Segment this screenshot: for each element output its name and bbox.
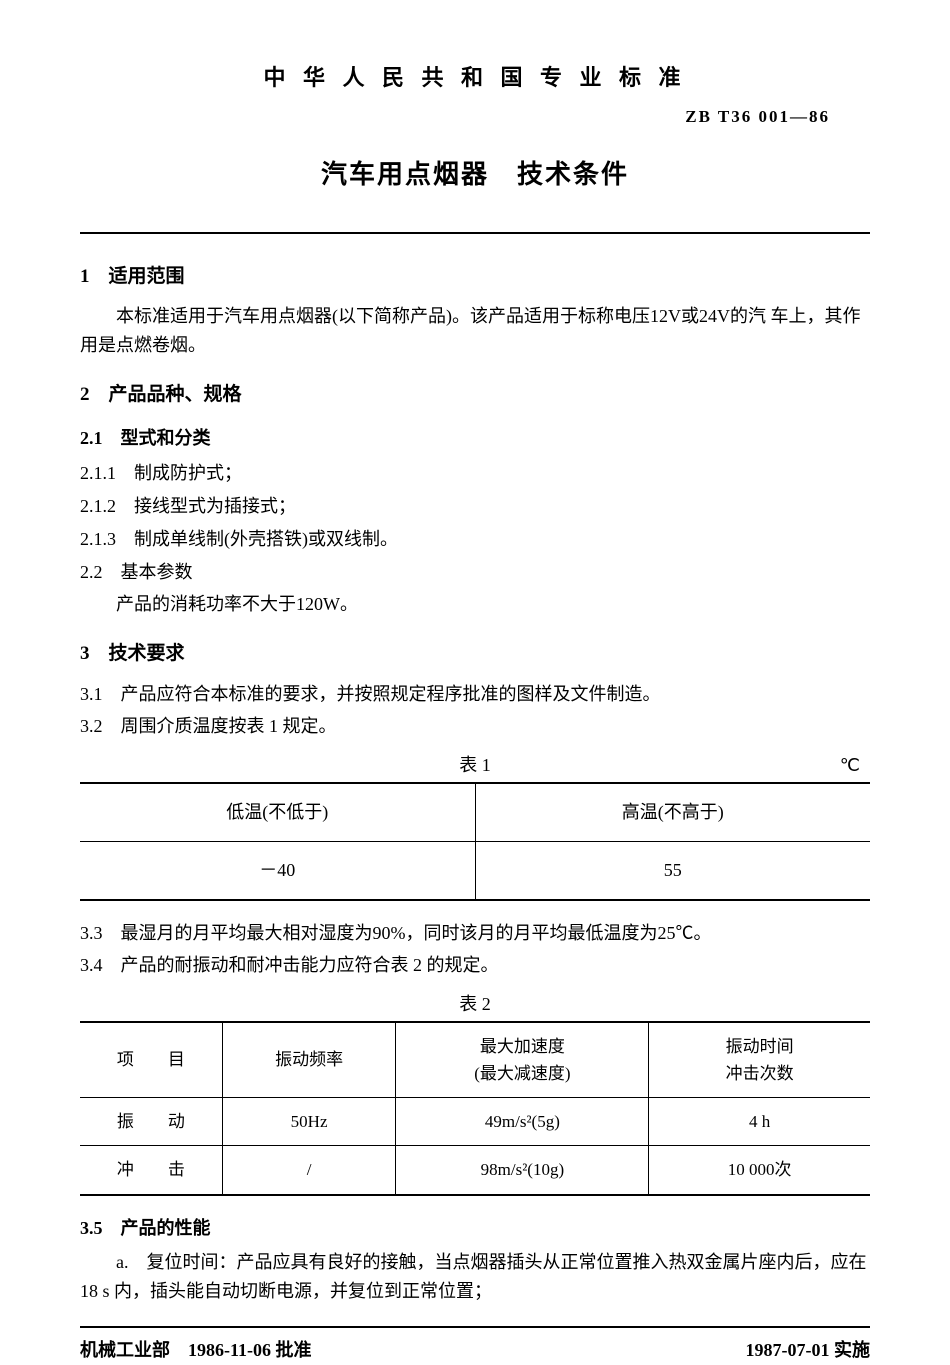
item-3-3: 3.3 最湿月的月平均最大相对湿度为90%，同时该月的月平均最低温度为25℃。 (80, 919, 870, 948)
section-1-heading: 1 适用范围 (80, 262, 870, 292)
table-2: 项 目 振动频率 最大加速度(最大减速度) 振动时间冲击次数 振 动 50Hz … (80, 1021, 870, 1196)
heading-3-5: 3.5 产品的性能 (80, 1214, 870, 1243)
footer-left: 机械工业部 1986-11-06 批准 (80, 1336, 312, 1365)
table-2-caption: 表 2 (80, 990, 870, 1019)
table-2-r0c2: 49m/s²(5g) (396, 1098, 649, 1146)
table-2-h1: 振动频率 (222, 1022, 396, 1098)
section-2-heading: 2 产品品种、规格 (80, 380, 870, 410)
table-1-h0: 低温(不低于) (80, 783, 475, 841)
p-2-2: 产品的消耗功率不大于120W。 (80, 590, 870, 619)
table-2-r0c1: 50Hz (222, 1098, 396, 1146)
item-2-1-3: 2.1.3 制成单线制(外壳搭铁)或双线制。 (80, 525, 870, 554)
table-1-c0: －40 (80, 841, 475, 899)
table-2-r1c0: 冲 击 (80, 1146, 222, 1195)
table-2-h2: 最大加速度(最大减速度) (396, 1022, 649, 1098)
title-rule (80, 232, 870, 234)
table-2-h3: 振动时间冲击次数 (649, 1022, 870, 1098)
table-2-r1c2: 98m/s²(10g) (396, 1146, 649, 1195)
table-2-r0c0: 振 动 (80, 1098, 222, 1146)
item-3-4: 3.4 产品的耐振动和耐冲击能力应符合表 2 的规定。 (80, 951, 870, 980)
table-2-r0c3: 4 h (649, 1098, 870, 1146)
item-3-5-a: a. 复位时间：产品应具有良好的接触，当点烟器插头从正常位置推入热双金属片座内后… (80, 1248, 870, 1306)
item-2-1-2: 2.1.2 接线型式为插接式； (80, 492, 870, 521)
doc-code: ZB T36 001—86 (80, 103, 870, 130)
table-1-unit: ℃ (840, 751, 860, 780)
item-2-1-1: 2.1.1 制成防护式； (80, 459, 870, 488)
heading-2-2: 2.2 基本参数 (80, 558, 870, 587)
table-2-r1c3: 10 000次 (649, 1146, 870, 1195)
heading-2-1: 2.1 型式和分类 (80, 424, 870, 453)
page-footer: 机械工业部 1986-11-06 批准 1987-07-01 实施 (80, 1326, 870, 1365)
section-3-heading: 3 技术要求 (80, 639, 870, 669)
table-1-caption: 表 1 ℃ (80, 751, 870, 780)
table-1-c1: 55 (475, 841, 870, 899)
item-3-1: 3.1 产品应符合本标准的要求，并按照规定程序批准的图样及文件制造。 (80, 680, 870, 709)
table-1-caption-text: 表 1 (459, 755, 491, 775)
item-3-2: 3.2 周围介质温度按表 1 规定。 (80, 712, 870, 741)
table-1: 低温(不低于) 高温(不高于) －40 55 (80, 782, 870, 901)
table-1-h1: 高温(不高于) (475, 783, 870, 841)
org-title: 中 华 人 民 共 和 国 专 业 标 准 (80, 60, 870, 95)
table-2-r1c1: / (222, 1146, 396, 1195)
footer-right: 1987-07-01 实施 (746, 1336, 871, 1365)
main-title: 汽车用点烟器 技术条件 (80, 154, 870, 196)
table-2-h0: 项 目 (80, 1022, 222, 1098)
section-1-body: 本标准适用于汽车用点烟器(以下简称产品)。该产品适用于标称电压12V或24V的汽… (80, 302, 870, 360)
